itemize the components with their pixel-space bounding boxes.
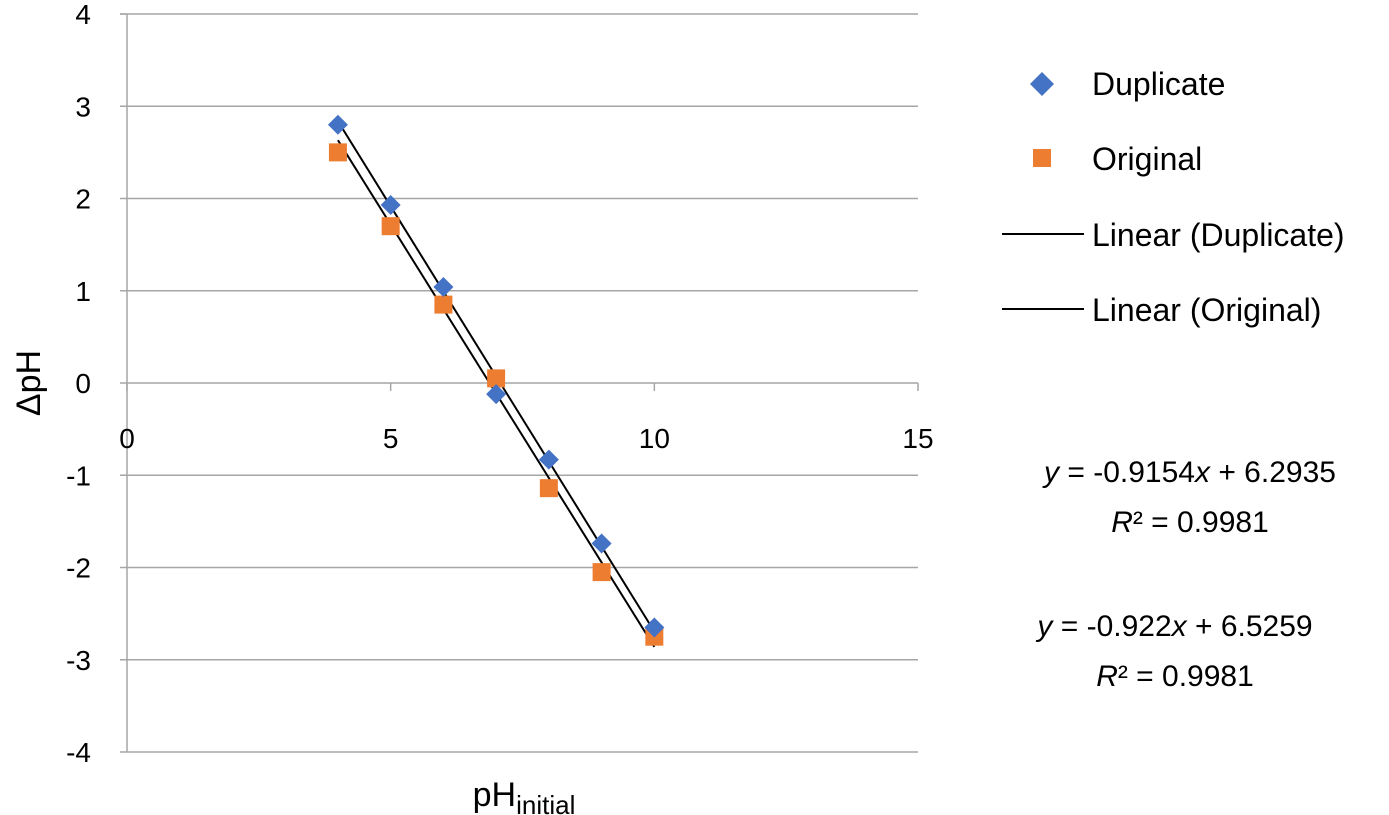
y-tick-label: -2 [66,553,91,584]
legend-item-original: Original [1033,141,1202,177]
y-tick-label: -1 [66,460,91,491]
point-original [328,143,347,162]
y-axis-title: ΔpH [10,350,48,416]
legend-label-original: Original [1092,141,1202,177]
point-duplicate [644,617,665,638]
legend-square-marker [1033,149,1051,167]
equation-2: y = -0.922x + 6.5259 [1035,610,1312,643]
point-duplicate [433,277,454,298]
point-duplicate [380,194,401,215]
equation-1: y = -0.9154x + 6.2935 [1042,456,1336,489]
point-duplicate [591,533,612,554]
x-tick-label: 15 [902,423,933,454]
legend-label-duplicate: Duplicate [1092,66,1225,102]
axes: -4 -3 -2 -1 0 1 2 3 4 0 5 10 15 [66,0,933,768]
legend: Duplicate Original Linear (Duplicate) Li… [1002,66,1345,328]
data-points [327,114,665,646]
r-squared-1: R² = 0.9981 [1111,506,1269,539]
y-axis-label: ΔpH [10,350,48,416]
point-original [381,217,400,236]
gridlines [127,13,918,753]
x-axis-label-subscript: initial [516,790,575,815]
point-original [592,563,611,582]
y-tick-label: 1 [75,276,91,307]
y-tick-label: 0 [75,368,91,399]
legend-item-linear-original: Linear (Original) [1002,292,1321,328]
y-tick-label: 4 [75,0,91,30]
legend-diamond-marker [1030,72,1054,96]
y-tick-label: -4 [66,737,91,768]
y-tick-label: -3 [66,645,91,676]
y-tick-label: 2 [75,184,91,215]
legend-label-linear-original: Linear (Original) [1092,292,1321,328]
point-duplicate [327,114,348,135]
point-original [539,479,558,498]
legend-item-duplicate: Duplicate [1030,66,1225,102]
x-tick-label: 5 [383,423,399,454]
x-axis-label-main: pH [473,776,516,814]
r-squared-2: R² = 0.9981 [1096,660,1254,693]
legend-label-linear-duplicate: Linear (Duplicate) [1092,217,1345,253]
point-duplicate [538,449,559,470]
x-tick-label: 10 [639,423,670,454]
x-tick-label: 0 [119,423,135,454]
legend-item-linear-duplicate: Linear (Duplicate) [1002,217,1345,253]
point-duplicate [486,384,507,405]
point-original [434,295,453,314]
trendline-equations: y = -0.9154x + 6.2935 R² = 0.9981 y = -0… [1035,456,1336,693]
y-tick-label: 3 [75,91,91,122]
x-axis-label: pHinitial [473,776,576,815]
point-original [487,369,506,388]
